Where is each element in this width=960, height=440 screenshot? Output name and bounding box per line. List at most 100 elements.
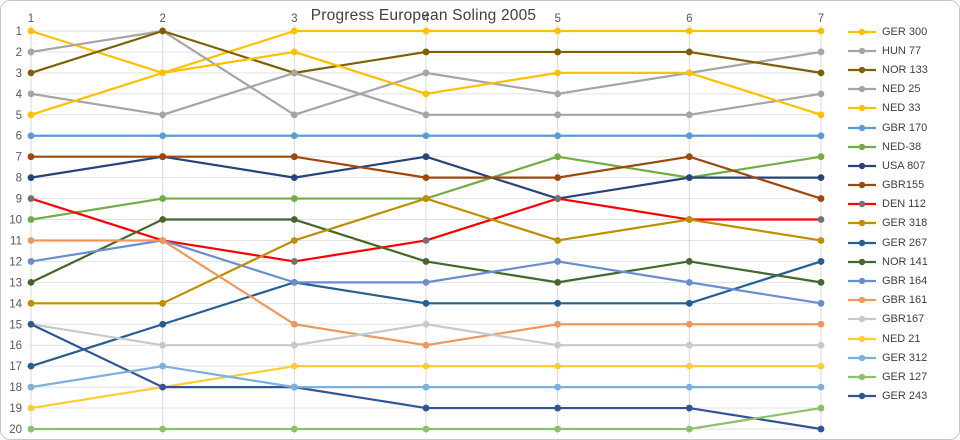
series-marker-ger-312[interactable] <box>290 383 298 391</box>
series-marker-gbr167[interactable] <box>554 341 562 349</box>
series-marker-usa-807[interactable] <box>290 174 298 182</box>
series-marker-ger-318[interactable] <box>422 195 430 202</box>
series-marker-gbr-164[interactable] <box>685 278 693 286</box>
series-marker-nor-133[interactable] <box>817 69 825 77</box>
series-marker-gbr-164[interactable] <box>27 258 35 265</box>
series-marker-ger-312[interactable] <box>159 362 167 370</box>
series-marker-ned-21[interactable] <box>685 362 693 370</box>
legend-item-ned-21[interactable]: NED 21 <box>847 329 957 348</box>
series-marker-den-112[interactable] <box>290 258 298 265</box>
series-marker-usa-807[interactable] <box>817 174 825 182</box>
series-marker-ned-38[interactable] <box>817 153 825 161</box>
series-marker-nor-133[interactable] <box>159 27 167 35</box>
series-marker-gbr167[interactable] <box>422 320 430 328</box>
series-marker-ger-318[interactable] <box>290 237 298 244</box>
legend-item-den-112[interactable]: DEN 112 <box>847 195 957 214</box>
series-marker-usa-807[interactable] <box>422 153 430 161</box>
series-marker-ger-267[interactable] <box>27 362 35 370</box>
series-marker-gbr155[interactable] <box>554 174 562 182</box>
series-marker-ger-127[interactable] <box>159 425 167 433</box>
series-marker-hun-77[interactable] <box>817 48 825 56</box>
series-marker-gbr-170[interactable] <box>159 132 167 140</box>
series-marker-ger-312[interactable] <box>554 383 562 391</box>
legend-item-gbr167[interactable]: GBR167 <box>847 310 957 329</box>
series-marker-nor-133[interactable] <box>27 69 35 77</box>
series-marker-ned-38[interactable] <box>27 216 35 223</box>
series-marker-ned-21[interactable] <box>817 362 825 370</box>
series-marker-hun-77[interactable] <box>422 69 430 77</box>
legend-item-ned-25[interactable]: NED 25 <box>847 80 957 99</box>
series-marker-gbr155[interactable] <box>159 153 167 161</box>
series-marker-gbr-170[interactable] <box>422 132 430 140</box>
series-marker-gbr-164[interactable] <box>817 299 825 307</box>
series-marker-ger-127[interactable] <box>554 425 562 433</box>
series-marker-gbr167[interactable] <box>817 341 825 349</box>
series-marker-ger-267[interactable] <box>685 299 693 307</box>
legend-item-ger-127[interactable]: GER 127 <box>847 367 957 386</box>
series-marker-ger-243[interactable] <box>27 320 35 328</box>
legend-item-ger-312[interactable]: GER 312 <box>847 348 957 367</box>
series-marker-gbr155[interactable] <box>817 195 825 202</box>
legend-item-nor-141[interactable]: NOR 141 <box>847 252 957 271</box>
series-marker-ned-25[interactable] <box>685 111 693 119</box>
legend-item-usa-807[interactable]: USA 807 <box>847 156 957 175</box>
series-marker-ger-127[interactable] <box>422 425 430 433</box>
series-marker-ned-25[interactable] <box>817 90 825 98</box>
series-marker-gbr-161[interactable] <box>817 320 825 328</box>
series-marker-ger-267[interactable] <box>554 299 562 307</box>
series-marker-ger-312[interactable] <box>422 383 430 391</box>
series-marker-gbr155[interactable] <box>685 153 693 161</box>
series-marker-gbr167[interactable] <box>685 341 693 349</box>
legend-item-nor-133[interactable]: NOR 133 <box>847 60 957 79</box>
series-marker-ger-300[interactable] <box>554 27 562 35</box>
series-marker-nor-141[interactable] <box>159 216 167 223</box>
legend-item-ned-38[interactable]: NED-38 <box>847 137 957 156</box>
legend-item-gbr-170[interactable]: GBR 170 <box>847 118 957 137</box>
series-marker-gbr167[interactable] <box>159 341 167 349</box>
series-marker-ned-21[interactable] <box>290 362 298 370</box>
series-marker-gbr155[interactable] <box>27 153 35 161</box>
series-marker-ned-25[interactable] <box>27 90 35 98</box>
series-marker-hun-77[interactable] <box>554 90 562 98</box>
series-marker-ger-243[interactable] <box>685 404 693 412</box>
series-marker-ger-243[interactable] <box>817 425 825 433</box>
series-marker-ger-243[interactable] <box>422 404 430 412</box>
series-marker-ger-300[interactable] <box>290 27 298 35</box>
series-marker-den-112[interactable] <box>27 195 35 202</box>
series-marker-hun-77[interactable] <box>27 48 35 56</box>
series-marker-ned-25[interactable] <box>422 111 430 119</box>
series-marker-ned-21[interactable] <box>27 404 35 412</box>
series-marker-gbr-161[interactable] <box>290 320 298 328</box>
series-marker-gbr-170[interactable] <box>554 132 562 140</box>
legend-item-ned-33[interactable]: NED 33 <box>847 99 957 118</box>
series-marker-gbr-161[interactable] <box>685 320 693 328</box>
series-marker-nor-141[interactable] <box>554 278 562 286</box>
series-marker-ger-312[interactable] <box>685 383 693 391</box>
series-marker-ger-300[interactable] <box>422 27 430 35</box>
series-marker-ned-25[interactable] <box>290 69 298 77</box>
series-marker-usa-807[interactable] <box>685 174 693 182</box>
series-marker-ger-127[interactable] <box>27 425 35 433</box>
series-marker-nor-141[interactable] <box>290 216 298 223</box>
series-marker-gbr-164[interactable] <box>290 278 298 286</box>
series-marker-ned-33[interactable] <box>27 111 35 119</box>
series-marker-nor-141[interactable] <box>27 278 35 286</box>
series-marker-ger-243[interactable] <box>159 383 167 391</box>
series-marker-ger-318[interactable] <box>685 216 693 223</box>
legend-item-gbr-161[interactable]: GBR 161 <box>847 291 957 310</box>
series-marker-ger-127[interactable] <box>817 404 825 412</box>
legend-item-ger-243[interactable]: GER 243 <box>847 387 957 406</box>
series-marker-ned-33[interactable] <box>817 111 825 119</box>
series-marker-ned-38[interactable] <box>159 195 167 202</box>
series-marker-den-112[interactable] <box>422 237 430 244</box>
series-marker-nor-133[interactable] <box>685 48 693 56</box>
legend-item-hun-77[interactable]: HUN 77 <box>847 41 957 60</box>
series-marker-ger-127[interactable] <box>290 425 298 433</box>
series-marker-gbr-170[interactable] <box>817 132 825 140</box>
series-marker-ned-33[interactable] <box>290 48 298 56</box>
series-marker-den-112[interactable] <box>554 195 562 202</box>
legend-item-gbr155[interactable]: GBR155 <box>847 176 957 195</box>
legend-item-ger-267[interactable]: GER 267 <box>847 233 957 252</box>
series-marker-ger-318[interactable] <box>817 237 825 244</box>
series-marker-ned-33[interactable] <box>422 90 430 98</box>
